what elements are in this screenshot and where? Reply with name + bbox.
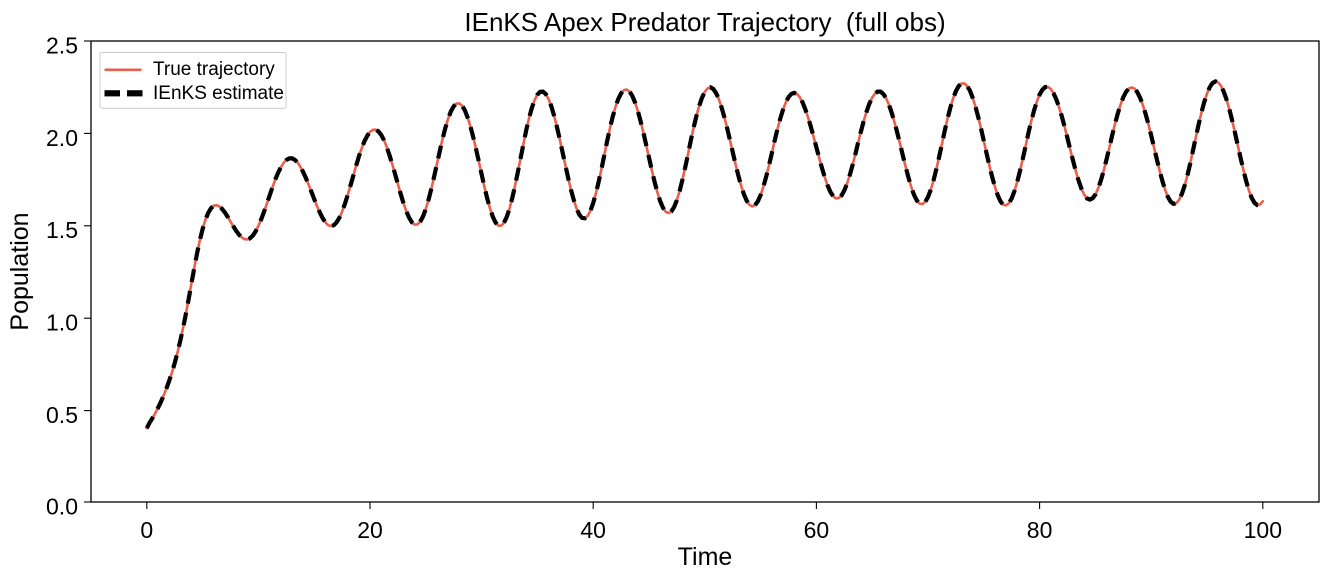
svg-text:0.5: 0.5 [46, 402, 78, 428]
svg-text:2.5: 2.5 [46, 32, 78, 58]
svg-text:IEnKS estimate: IEnKS estimate [153, 83, 284, 104]
svg-text:80: 80 [1027, 517, 1053, 543]
svg-text:1.5: 1.5 [46, 217, 78, 243]
svg-text:1.0: 1.0 [46, 310, 78, 336]
svg-text:100: 100 [1244, 517, 1282, 543]
svg-text:20: 20 [357, 517, 383, 543]
svg-text:Population: Population [6, 212, 34, 330]
svg-text:IEnKS Apex Predator Trajectory: IEnKS Apex Predator Trajectory (full obs… [464, 7, 945, 37]
svg-text:40: 40 [580, 517, 606, 543]
svg-text:2.0: 2.0 [46, 125, 78, 151]
svg-text:0.0: 0.0 [46, 493, 78, 519]
svg-text:True trajectory: True trajectory [153, 59, 275, 80]
svg-text:0: 0 [140, 517, 153, 543]
svg-text:Time: Time [678, 543, 733, 571]
svg-text:60: 60 [804, 517, 830, 543]
